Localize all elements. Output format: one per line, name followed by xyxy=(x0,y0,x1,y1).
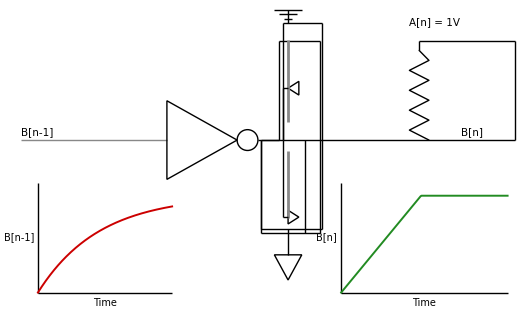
Text: B[n]: B[n] xyxy=(316,232,337,243)
Text: Time: Time xyxy=(413,299,436,308)
Text: B[n]: B[n] xyxy=(461,127,483,137)
Text: B[n-1]: B[n-1] xyxy=(21,127,54,137)
Text: A[n] = 1V: A[n] = 1V xyxy=(409,17,460,27)
Text: Time: Time xyxy=(93,299,117,308)
Text: B[n-1]: B[n-1] xyxy=(4,232,34,243)
